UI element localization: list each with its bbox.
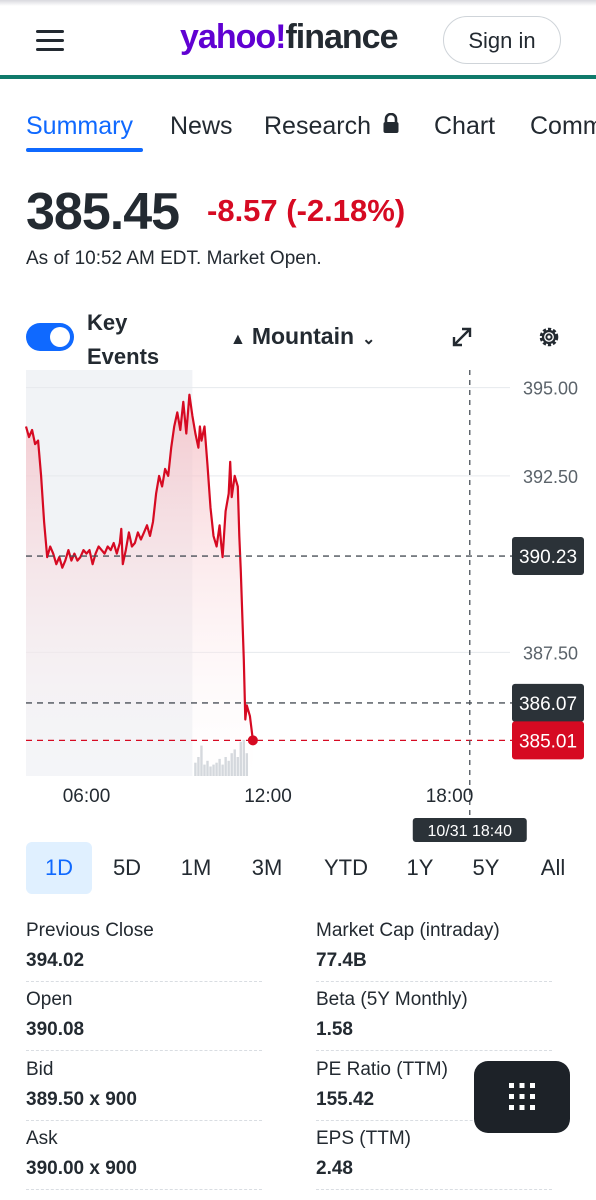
tab-chart[interactable]: Chart — [434, 112, 496, 140]
current-price-tag: 385.01 — [519, 731, 577, 752]
tab-summary[interactable]: Summary — [26, 112, 133, 140]
quick-menu-button[interactable] — [474, 1061, 570, 1133]
tab-community[interactable]: Comm — [530, 112, 596, 140]
reference-tag-bg — [512, 683, 584, 722]
logo-exclamation: ! — [275, 18, 286, 56]
grid-dots-icon — [509, 1083, 535, 1110]
stat-label: Market Cap (intraday) — [316, 920, 500, 941]
current-price-tag-bg — [512, 721, 584, 760]
price-line — [24, 393, 254, 741]
range-all[interactable]: All — [540, 855, 566, 880]
active-tab-indicator — [26, 148, 143, 152]
stat-value: 2.48 — [316, 1158, 353, 1179]
range-3m[interactable]: 3M — [251, 855, 283, 880]
stat-label: Beta (5Y Monthly) — [316, 989, 468, 1010]
chevron-down-icon: ⌄ — [362, 331, 376, 348]
tab-research[interactable]: Research — [264, 112, 400, 141]
chart-type-select[interactable]: ▲ Mountain ⌄ — [230, 323, 375, 350]
tab-news[interactable]: News — [170, 112, 233, 140]
logo-finance: finance — [285, 18, 398, 56]
stat-value: 389.50 x 900 — [26, 1089, 137, 1110]
stat-value: 390.00 x 900 — [26, 1158, 137, 1179]
stat-value: 155.42 — [316, 1089, 375, 1110]
stat-divider — [26, 1120, 262, 1121]
stat-value: 390.08 — [26, 1019, 85, 1040]
stat-value: 77.4B — [316, 950, 367, 971]
range-1d[interactable]: 1D — [26, 842, 92, 894]
gear-icon[interactable] — [536, 324, 562, 350]
stat-ask: Ask 390.00 x 900 — [26, 1128, 262, 1190]
mountain-icon: ▲ — [230, 331, 246, 348]
previous-close-tag-bg — [512, 537, 584, 576]
range-5y[interactable]: 5Y — [472, 855, 500, 880]
chart-type-label: Mountain — [251, 323, 355, 349]
range-1y[interactable]: 1Y — [406, 855, 434, 880]
crosshair-tag: 10/31 18:40 — [428, 823, 513, 840]
stat-previous-close: Previous Close 394.02 — [26, 920, 262, 982]
stat-beta: Beta (5Y Monthly) 1.58 — [316, 989, 552, 1051]
stat-label: EPS (TTM) — [316, 1128, 411, 1149]
current-price-dot — [247, 735, 258, 746]
stat-eps: EPS (TTM) 2.48 — [316, 1128, 552, 1190]
stat-divider — [316, 1120, 552, 1121]
yahoo-finance-logo[interactable]: yahoo!finance — [180, 18, 399, 57]
stat-value: 394.02 — [26, 950, 85, 971]
x-tick-label: 06:00 — [63, 786, 111, 807]
stat-divider — [26, 981, 262, 982]
previous-close-tag: 390.23 — [519, 547, 577, 568]
stat-bid: Bid 389.50 x 900 — [26, 1059, 262, 1121]
stat-market-cap: Market Cap (intraday) 77.4B — [316, 920, 552, 982]
y-tick-label: 395.00 — [523, 379, 578, 399]
crosshair-tag-bg — [412, 818, 527, 842]
stat-value: 1.58 — [316, 1019, 353, 1040]
stat-label: PE Ratio (TTM) — [316, 1059, 448, 1080]
header-divider — [0, 75, 596, 79]
lock-icon — [383, 112, 399, 133]
price-change: -8.57 (-2.18%) — [207, 193, 406, 228]
stat-label: Open — [26, 989, 73, 1010]
key-events-label: Key Events — [87, 310, 160, 369]
x-tick-label: 12:00 — [244, 786, 292, 807]
stat-divider — [26, 1050, 262, 1051]
range-ytd[interactable]: YTD — [324, 855, 368, 880]
hamburger-menu-icon[interactable] — [36, 30, 64, 52]
quote-tabs: Summary News Research Chart Comm — [0, 108, 596, 158]
price-chart[interactable]: 395.00 392.50 387.50 390.23 386.07 385.01 06:0… — [0, 360, 596, 850]
x-tick-label: 18:00 — [426, 786, 474, 807]
stat-divider — [316, 1050, 552, 1051]
reference-tag: 386.07 — [519, 694, 577, 715]
top-bar: yahoo!finance Sign in — [0, 0, 596, 76]
tab-research-label: Research — [264, 112, 371, 140]
stat-divider — [316, 1189, 552, 1190]
stat-pe-ratio: PE Ratio (TTM) 155.42 — [316, 1059, 552, 1121]
key-events-toggle[interactable] — [26, 323, 74, 351]
expand-icon[interactable] — [448, 323, 476, 351]
stat-label: Ask — [26, 1128, 58, 1149]
stat-open: Open 390.08 — [26, 989, 262, 1051]
stat-divider — [316, 981, 552, 982]
toggle-knob — [50, 327, 70, 347]
y-tick-label: 387.50 — [523, 643, 578, 663]
stat-label: Bid — [26, 1059, 54, 1080]
stat-label: Previous Close — [26, 920, 154, 941]
top-shade — [0, 0, 596, 6]
range-1m[interactable]: 1M — [180, 855, 212, 880]
price-area — [26, 394, 253, 776]
range-5d[interactable]: 5D — [112, 855, 142, 880]
stat-divider — [26, 1189, 262, 1190]
current-price: 385.45 — [26, 183, 180, 241]
range-selector: 1D 5D 1M 3M YTD 1Y 5Y All — [26, 842, 586, 894]
logo-yahoo: yahoo — [180, 18, 276, 56]
market-status: As of 10:52 AM EDT. Market Open. — [26, 248, 322, 269]
sign-in-button[interactable]: Sign in — [443, 16, 561, 64]
y-tick-label: 392.50 — [523, 467, 578, 487]
